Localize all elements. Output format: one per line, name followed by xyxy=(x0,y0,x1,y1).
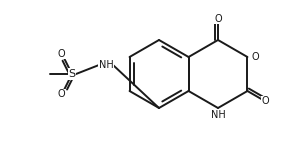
Text: O: O xyxy=(251,52,259,62)
Text: O: O xyxy=(58,90,66,99)
Text: O: O xyxy=(58,49,66,58)
Text: NH: NH xyxy=(211,110,225,120)
Text: S: S xyxy=(68,69,76,79)
Text: O: O xyxy=(262,96,269,107)
Text: O: O xyxy=(214,14,222,24)
Text: NH: NH xyxy=(99,60,113,70)
